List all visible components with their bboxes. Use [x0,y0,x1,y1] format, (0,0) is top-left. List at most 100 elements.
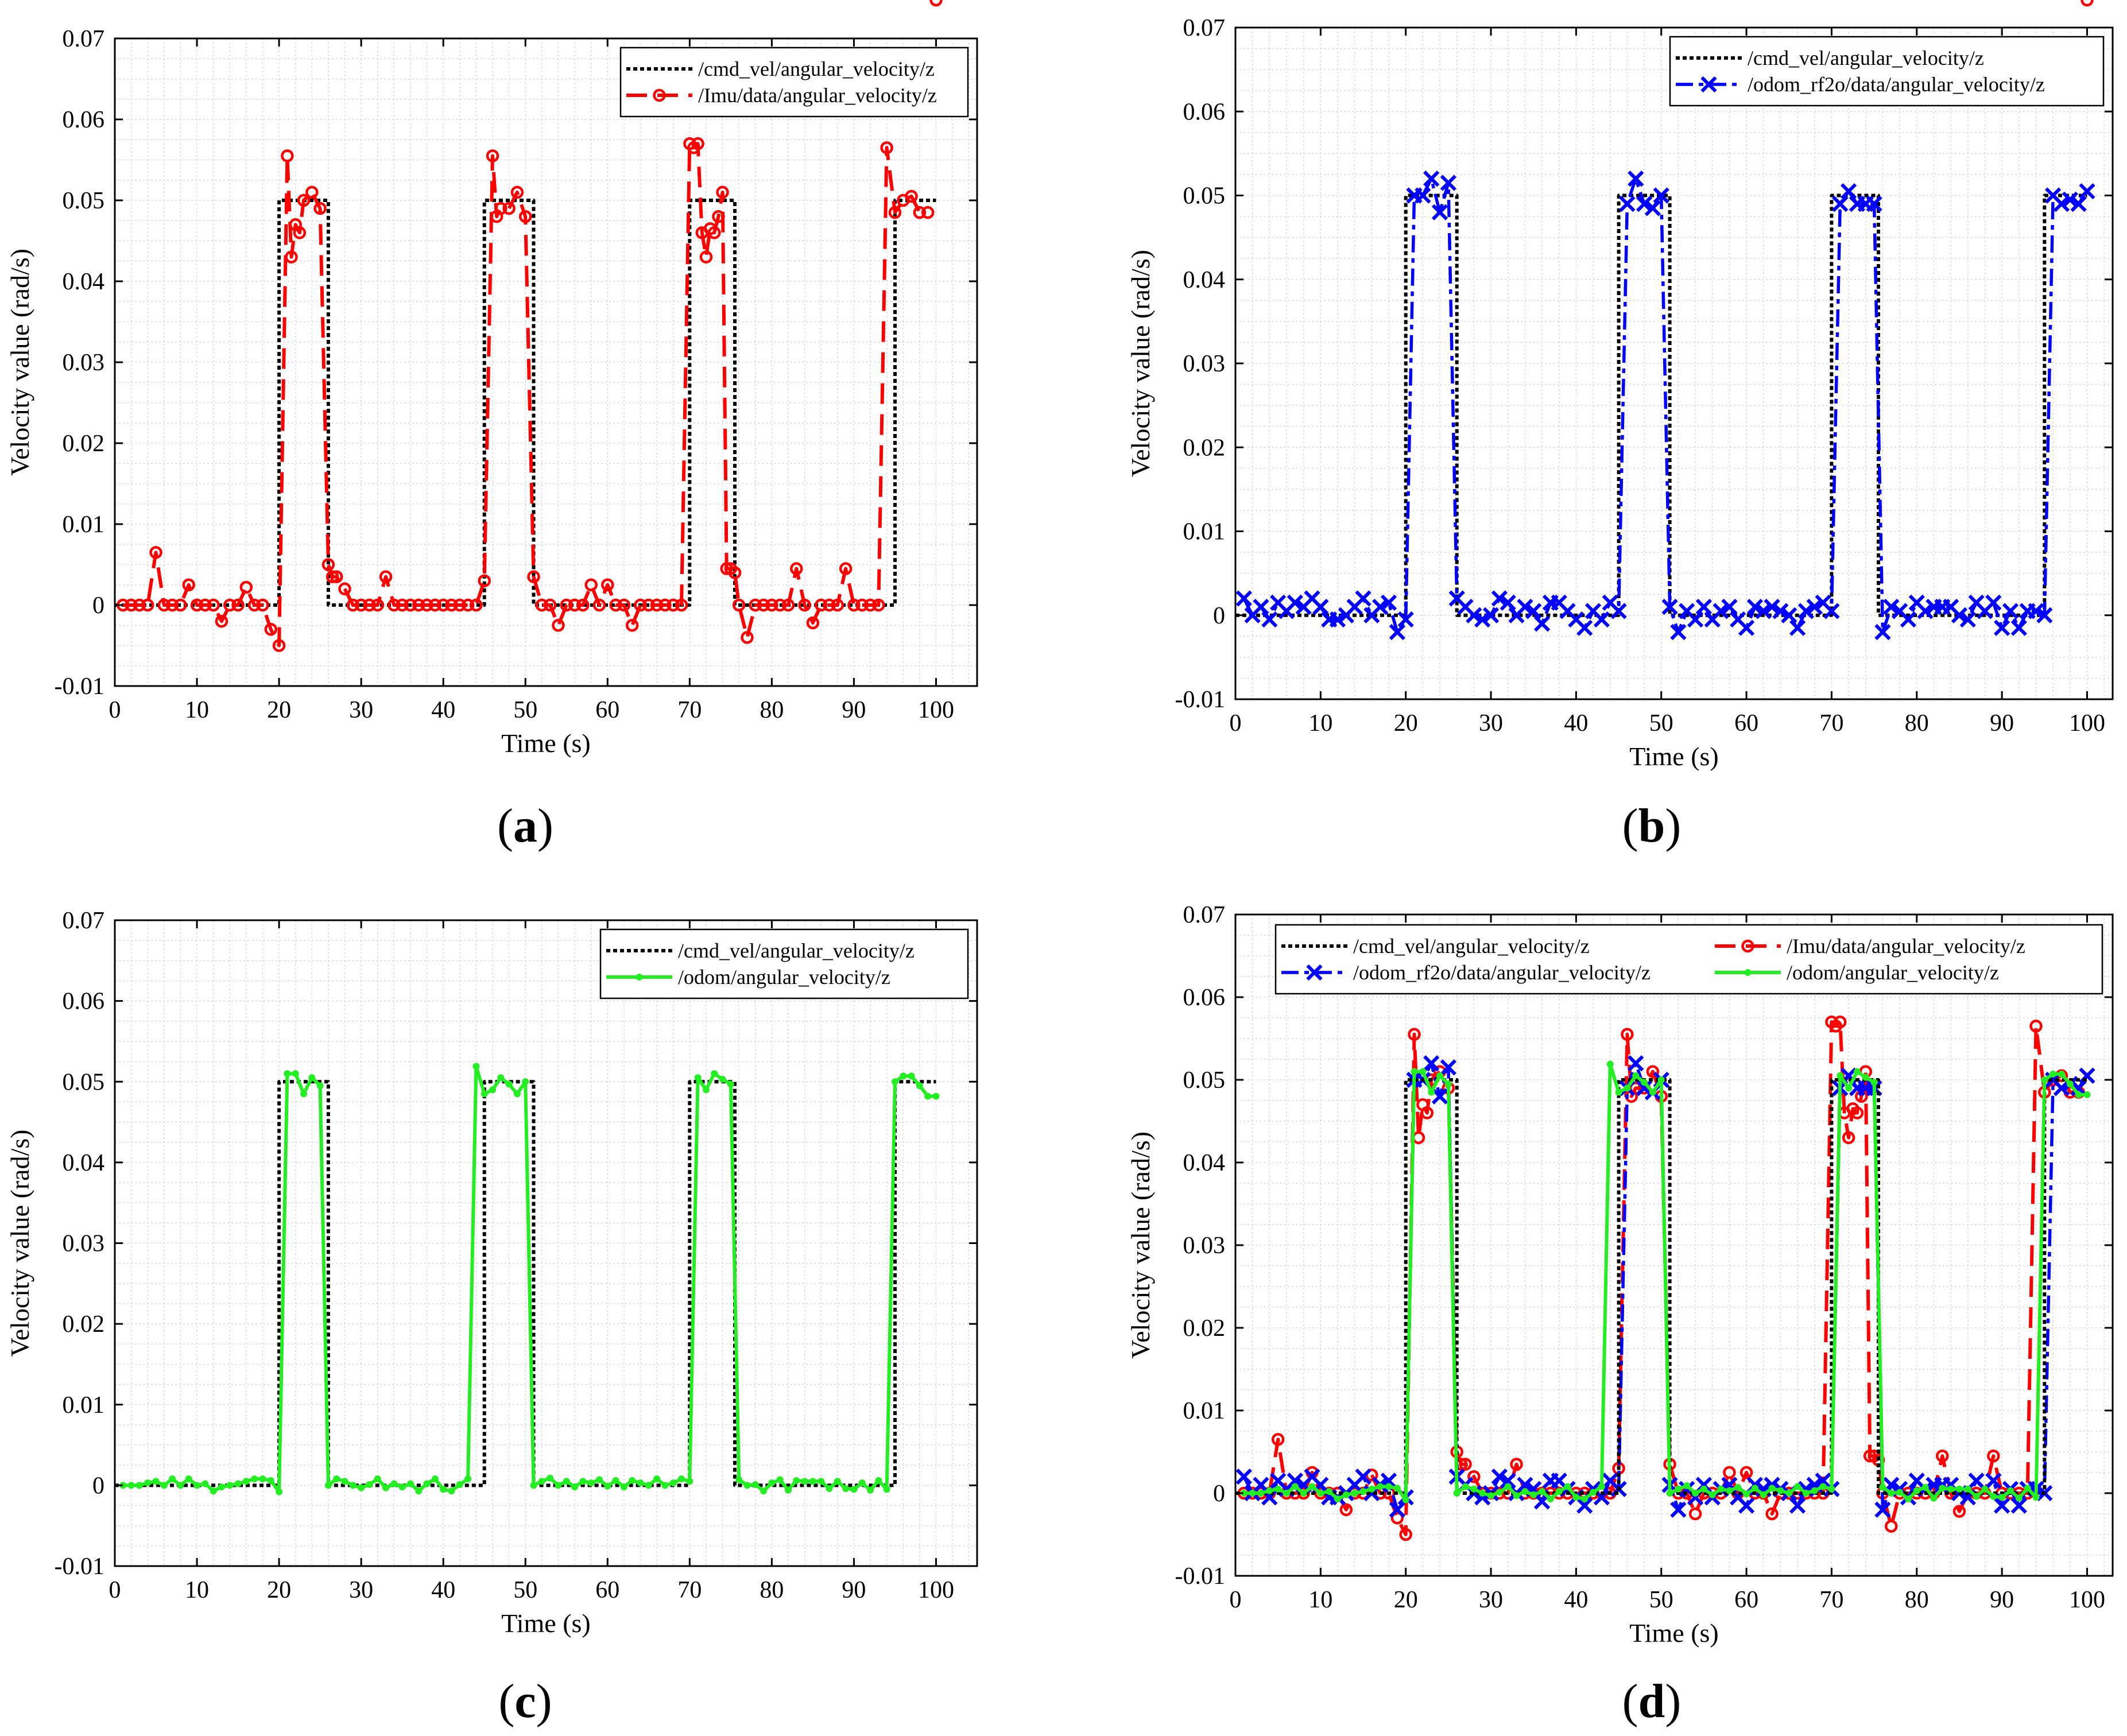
y-tick-label: 0.06 [1183,99,1226,125]
data-point-rf2o [1994,619,2010,636]
data-point-odom [891,1078,898,1086]
y-tick-label: -0.01 [55,673,105,700]
data-point-odom [2066,1080,2074,1088]
data-point-imu [880,141,893,154]
data-point-odom [489,1086,497,1094]
data-point-imu [157,598,171,612]
y-tick-label: 0.01 [1183,1398,1226,1424]
data-point-rf2o [1985,594,2002,611]
data-point-rf2o [1491,1468,1508,1485]
data-point-rf2o [1636,1080,1653,1096]
x-tick-label: 10 [1308,710,1332,737]
data-point-imu [272,639,286,652]
data-point-imu [1408,1028,1421,1041]
data-point-odom [1606,1060,1614,1068]
x-tick-label: 100 [2069,710,2105,737]
data-point-rf2o [1628,1055,1644,1072]
data-point-odom [645,1482,652,1489]
data-point-rf2o [1661,599,1678,615]
data-point-odom [1462,1483,1469,1490]
x-tick-label: 10 [185,1577,209,1603]
data-point-odom [464,1475,472,1483]
data-point-rf2o [1287,1472,1303,1489]
y-tick-label: 0.03 [1183,1233,1226,1259]
data-point-odom [193,1482,201,1489]
y-axis-label-d: Velocity value (rad/s) [1126,1132,1155,1359]
data-point-odom [1581,1495,1589,1503]
panel-label-a: (a) [497,799,553,852]
data-point-odom [1879,1483,1886,1491]
data-point-rf2o [1261,611,1278,628]
data-point-imu [609,598,622,612]
legend-label-cmd: /cmd_vel/angular_velocity/z [678,939,915,962]
data-point-rf2o [1380,594,1397,611]
data-point-imu [321,558,335,571]
data-point-imu [765,598,778,612]
data-point-odom [1308,1483,1316,1490]
legend-box-d [1274,924,2103,995]
data-point-rf2o [1917,603,1934,619]
data-point-odom [251,1475,258,1483]
data-point-odom [1479,1490,1486,1497]
data-point-odom [1632,1072,1640,1079]
legend-box-b [1669,36,2105,107]
data-point-imu [436,598,450,612]
y-tick-label: 0 [1213,1481,1225,1507]
x-tick-label: 50 [513,697,537,723]
x-tick-label: 30 [349,697,373,723]
series-imu-a [117,0,943,652]
legend-label-odom: /odom/angular_velocity/z [678,966,890,989]
y-tick-label: 0.06 [1183,985,1226,1011]
data-point-odom [530,1482,537,1489]
data-point-odom [776,1476,784,1483]
data-point-odom [1539,1488,1546,1495]
data-point-odom [1624,1084,1631,1092]
legend-marker-rf2o [1306,964,1323,981]
data-point-rf2o [1500,594,1516,611]
data-point-odom [719,1076,726,1083]
y-tick-label: 0.07 [1183,902,1226,928]
series-cmd-c [115,1080,936,1487]
x-tick-label: 80 [1905,1587,1929,1613]
data-point-odom [267,1477,274,1484]
data-point-rf2o [2062,191,2078,208]
data-point-odom [1377,1483,1384,1490]
data-point-imu [888,206,902,219]
data-point-odom [735,1476,743,1483]
y-tick-label: 0 [92,592,104,619]
x-tick-label: 10 [1308,1587,1332,1613]
data-point-odom [1521,1488,1529,1495]
data-point-odom [571,1483,579,1491]
data-point-odom [423,1480,431,1487]
x-tick-label: 60 [595,697,619,723]
data-point-rf2o [1533,615,1551,632]
data-point-imu [1271,1433,1285,1446]
data-point-odom [1802,1490,1810,1497]
data-point-odom [1649,1088,1656,1096]
y-tick-label: 0.05 [1183,1067,1226,1094]
data-point-imu [790,562,803,575]
data-point-odom [1411,1068,1418,1075]
x-tick-label: 60 [1734,1587,1758,1613]
data-point-rf2o [1440,1059,1456,1076]
data-point-odom [1249,1490,1256,1497]
data-point-rf2o [2053,196,2070,212]
data-point-rf2o [1517,599,1533,615]
x-tick-label: 50 [1649,1587,1673,1613]
data-point-rf2o [1235,590,1252,607]
data-point-imu [872,598,885,612]
data-point-imu [2029,1020,2043,1033]
data-point-odom [1300,1490,1307,1497]
x-tick-label: 40 [431,1577,455,1603]
data-point-rf2o [2036,607,2053,623]
data-point-imu [855,598,869,612]
series-line-cmd [115,1080,936,1487]
series-line-cmd [1235,1078,2087,1495]
data-point-odom [398,1483,406,1491]
data-point-odom [160,1482,168,1489]
data-point-odom [1785,1490,1793,1497]
y-axis-label-a: Velocity value (rad/s) [5,249,34,476]
panel-label-c: (c) [498,1675,552,1728]
x-tick-label: 100 [2069,1587,2105,1613]
data-point-imu [510,185,524,199]
